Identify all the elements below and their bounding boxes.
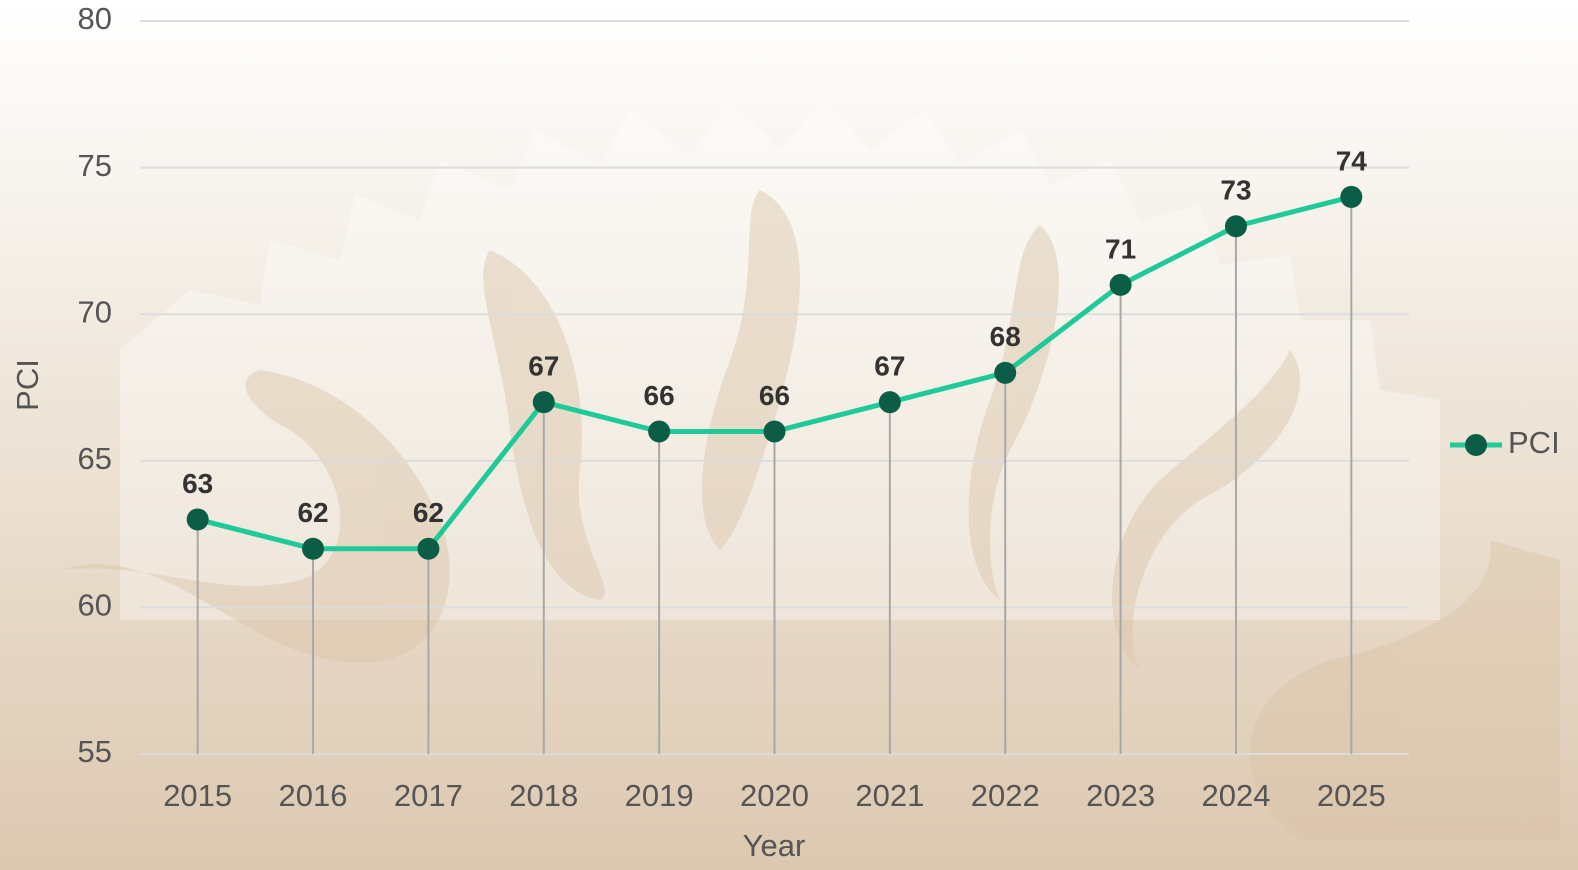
- x-tick-label: 2025: [1317, 778, 1386, 813]
- marker: [764, 420, 786, 442]
- value-label: 68: [990, 321, 1021, 352]
- value-label: 67: [528, 351, 559, 382]
- marker: [1340, 186, 1362, 208]
- x-tick-label: 2023: [1086, 778, 1155, 813]
- legend-label: PCI: [1508, 425, 1560, 460]
- marker: [187, 508, 209, 530]
- x-tick-label: 2020: [740, 778, 809, 813]
- value-label: 62: [297, 497, 328, 528]
- marker: [533, 391, 555, 413]
- x-tick-label: 2015: [163, 778, 232, 813]
- x-tick-label: 2024: [1201, 778, 1270, 813]
- x-axis-title: Year: [743, 828, 806, 863]
- value-label: 71: [1105, 233, 1136, 264]
- x-tick-label: 2018: [509, 778, 578, 813]
- y-axis-title: PCI: [10, 359, 45, 411]
- value-label: 66: [759, 380, 790, 411]
- value-label: 67: [874, 351, 905, 382]
- x-tick-label: 2017: [394, 778, 463, 813]
- value-label: 63: [182, 468, 213, 499]
- x-tick-label: 2022: [971, 778, 1040, 813]
- y-tick-label: 55: [78, 734, 112, 769]
- y-tick-label: 80: [78, 1, 112, 36]
- x-tick-label: 2016: [279, 778, 348, 813]
- value-label: 62: [413, 497, 444, 528]
- marker: [994, 362, 1016, 384]
- y-tick-label: 70: [78, 294, 112, 329]
- marker: [648, 420, 670, 442]
- x-tick-label: 2021: [855, 778, 924, 813]
- y-tick-label: 65: [78, 441, 112, 476]
- chart: Year PCI 55 60 65 70 75 80 2015 2016 2017 2018 201…: [0, 0, 1578, 870]
- y-tick-label: 60: [78, 588, 112, 623]
- x-tick-label: 2019: [625, 778, 694, 813]
- value-label: 66: [644, 380, 675, 411]
- marker: [417, 538, 439, 560]
- marker: [879, 391, 901, 413]
- legend-marker: [1465, 434, 1487, 456]
- marker: [302, 538, 324, 560]
- marker: [1110, 274, 1132, 296]
- y-tick-label: 75: [78, 148, 112, 183]
- marker: [1225, 215, 1247, 237]
- value-label: 74: [1336, 145, 1368, 176]
- value-label: 73: [1220, 175, 1251, 206]
